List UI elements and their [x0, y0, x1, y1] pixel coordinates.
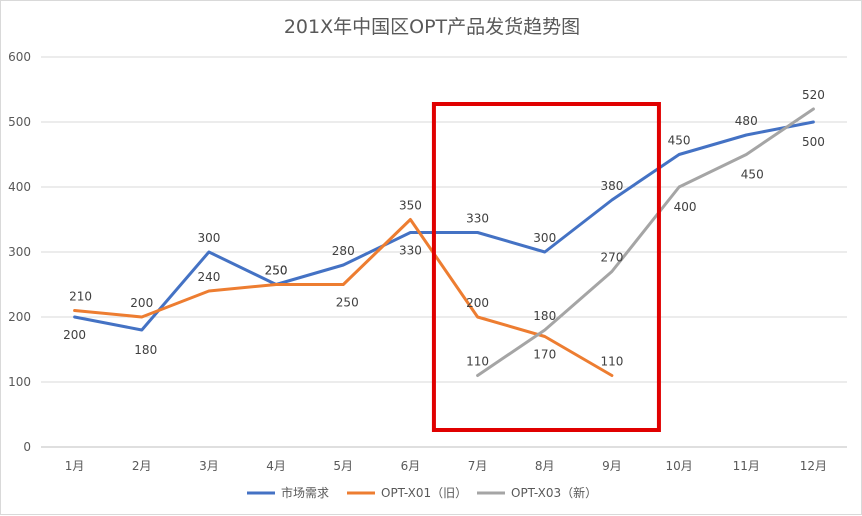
x-tick-label: 5月 — [333, 459, 353, 473]
x-tick-label: 1月 — [65, 459, 85, 473]
legend-label: OPT-X01（旧） — [381, 486, 467, 500]
y-tick-label: 200 — [8, 310, 31, 324]
x-axis: 1月 2月 3月 4月 5月 6月 7月 8月 9月 10月 11月 12月 — [65, 459, 827, 473]
series-line — [476, 107, 815, 377]
x-tick-label: 12月 — [800, 459, 827, 473]
data-label: 300 — [197, 231, 220, 245]
y-tick-label: 100 — [8, 375, 31, 389]
x-tick-label: 6月 — [401, 459, 421, 473]
y-tick-label: 400 — [8, 180, 31, 194]
data-label: 270 — [600, 251, 623, 265]
x-tick-label: 9月 — [602, 459, 622, 473]
legend-label: 市场需求 — [281, 485, 329, 500]
legend-item: 市场需求 — [247, 485, 329, 500]
data-label: 250 — [265, 264, 288, 278]
data-label: 240 — [197, 270, 220, 284]
legend: 市场需求 OPT-X01（旧） OPT-X03（新） — [247, 485, 597, 500]
data-label: 330 — [466, 212, 489, 226]
x-tick-label: 10月 — [665, 459, 692, 473]
data-labels: 200 180 300 250 280 330 330 300 380 450 480 500 210 2… — [63, 88, 825, 369]
data-label: 400 — [674, 200, 697, 214]
y-tick-label: 500 — [8, 115, 31, 129]
x-tick-label: 7月 — [468, 459, 488, 473]
data-label: 450 — [741, 168, 764, 182]
y-tick-label: 0 — [23, 440, 31, 454]
highlight-box — [431, 102, 661, 432]
highlight-rectangle — [431, 102, 661, 432]
x-tick-label: 8月 — [535, 459, 555, 473]
data-label: 110 — [466, 355, 489, 369]
legend-item: OPT-X03（新） — [477, 485, 597, 500]
x-tick-label: 4月 — [266, 459, 286, 473]
data-label: 380 — [600, 179, 623, 193]
gridlines — [41, 56, 847, 448]
data-label: 200 — [130, 296, 153, 310]
x-tick-label: 2月 — [132, 459, 152, 473]
data-label: 200 — [466, 296, 489, 310]
data-label: 520 — [802, 88, 825, 102]
data-label: 280 — [332, 244, 355, 258]
data-label: 500 — [802, 135, 825, 149]
data-label: 300 — [533, 231, 556, 245]
data-label: 180 — [134, 343, 157, 357]
chart-title: 201X年中国区OPT产品发货趋势图 — [284, 16, 580, 38]
series-lines — [73, 107, 815, 377]
y-axis: 0 100 200 300 400 500 600 — [8, 50, 31, 454]
data-label: 250 — [265, 264, 288, 278]
data-label: 170 — [533, 348, 556, 362]
data-label: 350 — [399, 199, 422, 213]
data-label: 330 — [399, 244, 422, 258]
series-line — [73, 218, 614, 377]
legend-label: OPT-X03（新） — [511, 485, 597, 500]
x-tick-label: 3月 — [199, 459, 219, 473]
data-label: 210 — [69, 290, 92, 304]
series-line — [73, 120, 815, 332]
y-tick-label: 300 — [8, 245, 31, 259]
x-tick-label: 11月 — [733, 459, 760, 473]
data-label: 250 — [336, 296, 359, 310]
data-label: 480 — [735, 114, 758, 128]
y-tick-label: 600 — [8, 50, 31, 64]
data-label: 180 — [533, 309, 556, 323]
data-label: 450 — [668, 134, 691, 148]
data-label: 110 — [600, 355, 623, 369]
legend-item: OPT-X01（旧） — [347, 486, 467, 500]
data-label: 200 — [63, 328, 86, 342]
